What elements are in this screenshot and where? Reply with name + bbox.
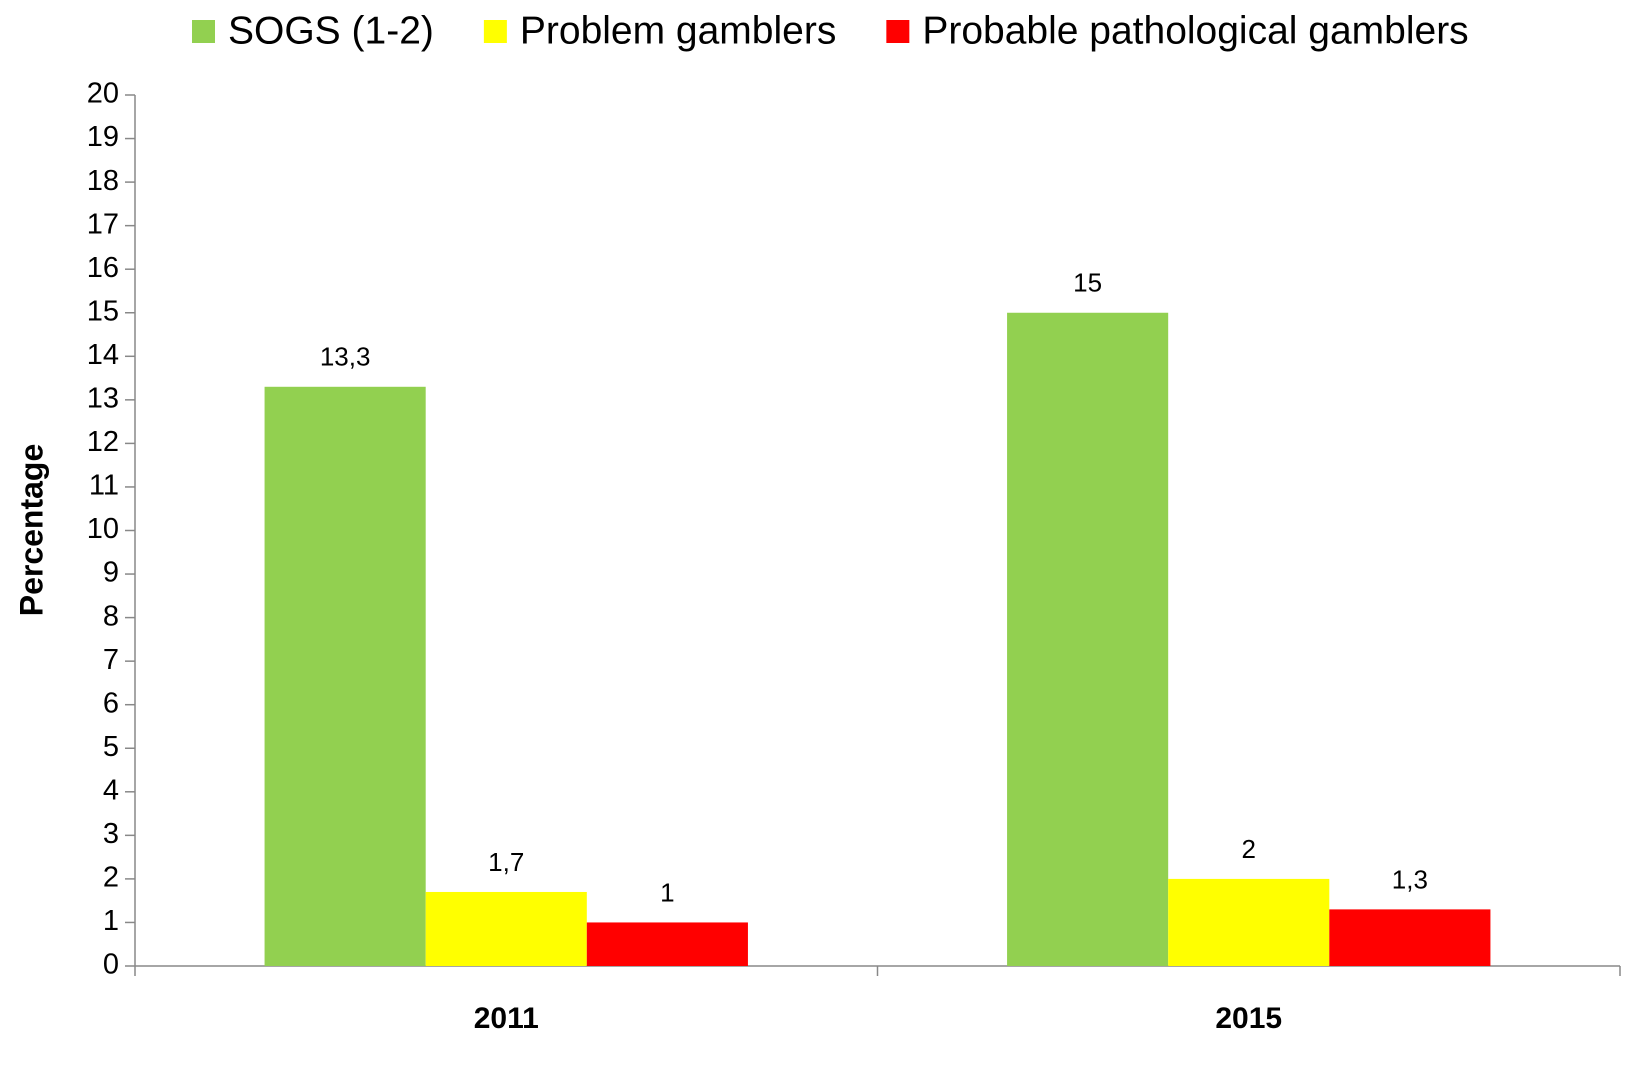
y-tick-label: 3 [103,818,119,850]
y-tick-label: 20 [87,78,119,110]
legend-label: SOGS (1-2) [228,9,434,52]
value-label: 2 [1242,834,1256,864]
y-tick-label: 18 [87,165,119,197]
bar [586,922,748,966]
value-label: 1,7 [488,847,524,877]
bar [1007,312,1169,966]
legend-label: Problem gamblers [520,9,836,52]
y-tick-label: 0 [103,949,119,981]
y-tick-label: 5 [103,731,119,763]
y-tick-label: 10 [87,513,119,545]
y-tick-label: 6 [103,687,119,719]
value-label: 1 [660,877,674,907]
y-tick-label: 1 [103,905,119,937]
value-label: 15 [1073,268,1102,298]
y-tick-label: 11 [89,470,119,502]
x-tick-label: 2015 [1215,1002,1282,1035]
value-label: 13,3 [320,342,371,372]
bar [1329,909,1491,966]
x-tick-label: 2011 [474,1002,539,1035]
y-tick-label: 17 [87,208,119,240]
y-tick-label: 12 [87,426,119,458]
y-tick-label: 19 [87,121,119,153]
bar [425,891,587,966]
y-tick-label: 13 [87,383,119,415]
bar [264,386,426,966]
y-tick-label: 14 [87,339,119,371]
y-tick-label: 4 [103,774,119,806]
legend-swatch [192,20,215,43]
y-tick-label: 8 [103,600,119,632]
y-tick-label: 16 [87,252,119,284]
value-label: 1,3 [1392,864,1428,894]
bar [1168,878,1330,966]
legend-swatch [483,20,507,43]
y-tick-label: 9 [103,557,119,589]
y-axis-title: Percentage [13,444,49,617]
y-tick-label: 15 [87,295,119,327]
y-tick-label: 2 [103,862,119,894]
legend-label: Probable pathological gamblers [922,9,1468,52]
legend-swatch [886,20,910,43]
y-tick-label: 7 [103,644,119,676]
